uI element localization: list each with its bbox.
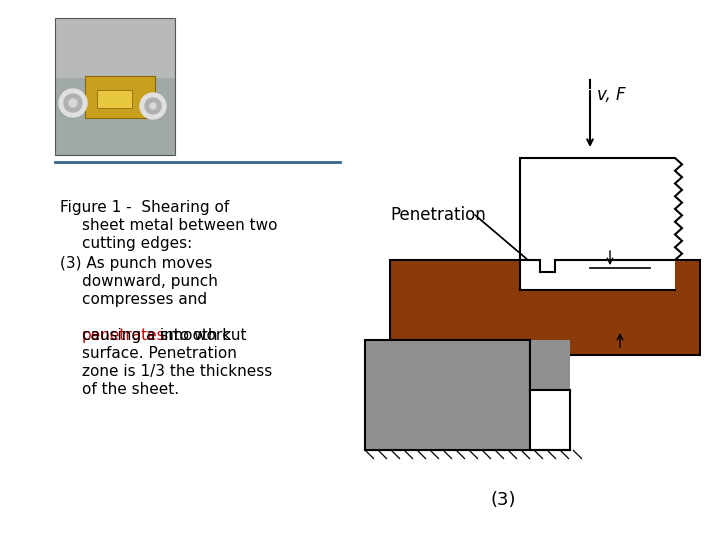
Circle shape xyxy=(69,99,77,107)
Bar xyxy=(365,340,530,450)
Text: penetrates: penetrates xyxy=(82,328,166,343)
Text: zone is 1/3 the thickness: zone is 1/3 the thickness xyxy=(82,364,272,379)
Text: (3): (3) xyxy=(490,491,516,509)
Text: Figure 1 -  Shearing of: Figure 1 - Shearing of xyxy=(60,200,229,215)
Circle shape xyxy=(64,94,82,112)
Text: cutting edges:: cutting edges: xyxy=(82,236,192,251)
Bar xyxy=(55,18,175,155)
Text: surface. Penetration: surface. Penetration xyxy=(82,346,237,361)
Bar xyxy=(390,260,700,355)
Polygon shape xyxy=(520,158,682,272)
Bar xyxy=(55,18,175,78)
Bar xyxy=(85,76,155,118)
Text: Penetration: Penetration xyxy=(390,206,486,224)
Text: causing a smooth cut: causing a smooth cut xyxy=(82,328,246,343)
Circle shape xyxy=(59,89,87,117)
Text: v, F: v, F xyxy=(597,86,626,104)
Text: of the sheet.: of the sheet. xyxy=(82,382,179,397)
Text: compresses and: compresses and xyxy=(82,292,207,307)
Text: (3) As punch moves: (3) As punch moves xyxy=(60,256,212,271)
Circle shape xyxy=(150,103,156,109)
Bar xyxy=(97,90,132,108)
Bar xyxy=(530,340,570,390)
Circle shape xyxy=(140,93,166,119)
Bar xyxy=(55,18,175,155)
Circle shape xyxy=(145,98,161,114)
Text: downward, punch: downward, punch xyxy=(82,274,218,289)
Text: sheet metal between two: sheet metal between two xyxy=(82,218,277,233)
Bar xyxy=(520,260,675,290)
Text: into work: into work xyxy=(155,328,231,343)
